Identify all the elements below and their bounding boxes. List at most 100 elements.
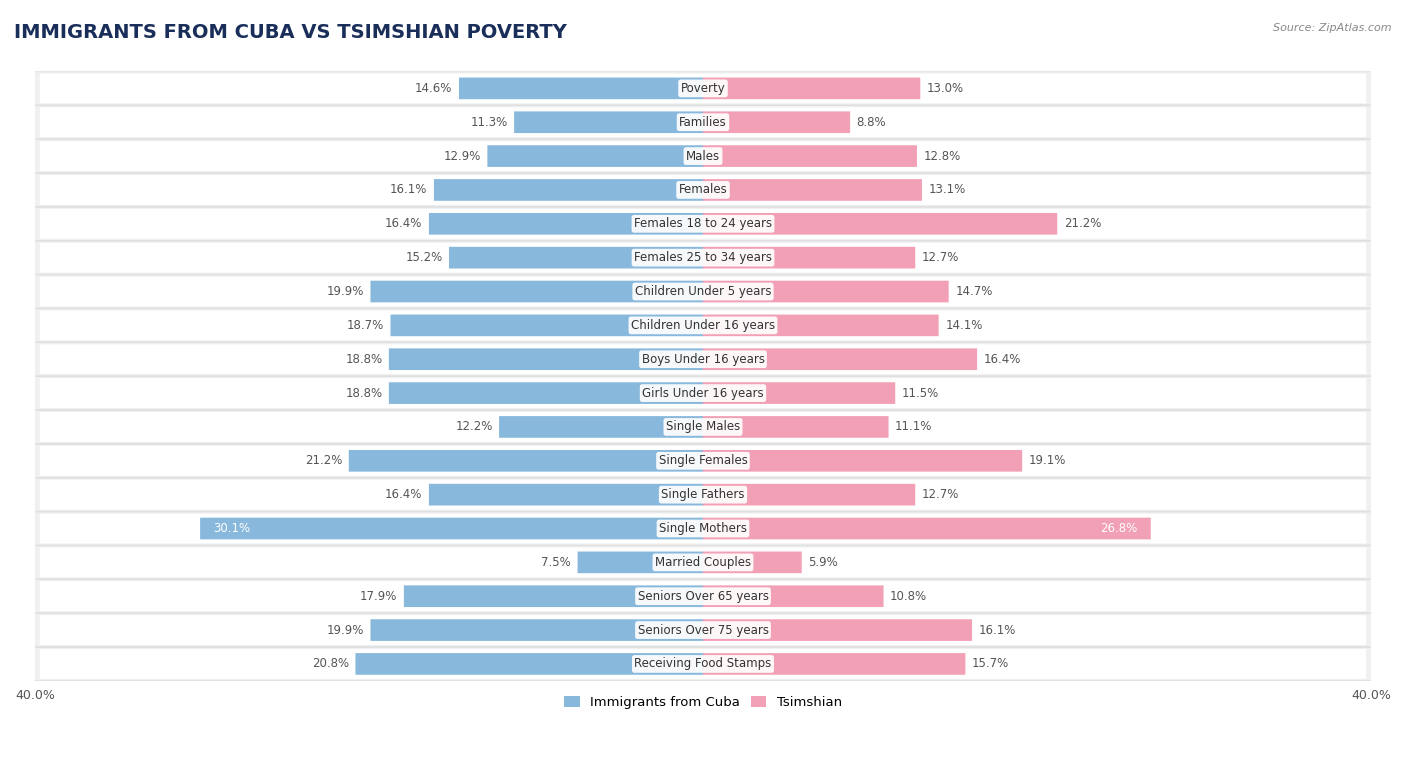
- FancyBboxPatch shape: [703, 349, 977, 370]
- FancyBboxPatch shape: [349, 450, 703, 471]
- Text: Poverty: Poverty: [681, 82, 725, 95]
- Text: 21.2%: 21.2%: [1064, 218, 1101, 230]
- Text: 16.4%: 16.4%: [984, 352, 1021, 365]
- FancyBboxPatch shape: [35, 377, 1371, 409]
- Text: Females 18 to 24 years: Females 18 to 24 years: [634, 218, 772, 230]
- FancyBboxPatch shape: [39, 581, 1367, 611]
- Text: Females: Females: [679, 183, 727, 196]
- FancyBboxPatch shape: [434, 179, 703, 201]
- FancyBboxPatch shape: [35, 580, 1371, 612]
- Text: Children Under 16 years: Children Under 16 years: [631, 319, 775, 332]
- Text: Girls Under 16 years: Girls Under 16 years: [643, 387, 763, 399]
- FancyBboxPatch shape: [35, 139, 1371, 173]
- FancyBboxPatch shape: [39, 74, 1367, 103]
- Text: 17.9%: 17.9%: [360, 590, 398, 603]
- FancyBboxPatch shape: [35, 241, 1371, 274]
- Text: 5.9%: 5.9%: [808, 556, 838, 568]
- FancyBboxPatch shape: [703, 146, 917, 167]
- FancyBboxPatch shape: [703, 247, 915, 268]
- FancyBboxPatch shape: [370, 619, 703, 641]
- FancyBboxPatch shape: [39, 175, 1367, 205]
- FancyBboxPatch shape: [39, 547, 1367, 578]
- Text: 15.2%: 15.2%: [405, 251, 443, 264]
- FancyBboxPatch shape: [515, 111, 703, 133]
- FancyBboxPatch shape: [39, 378, 1367, 408]
- FancyBboxPatch shape: [356, 653, 703, 675]
- FancyBboxPatch shape: [703, 450, 1022, 471]
- Text: 16.1%: 16.1%: [389, 183, 427, 196]
- FancyBboxPatch shape: [39, 311, 1367, 340]
- Text: 16.1%: 16.1%: [979, 624, 1017, 637]
- FancyBboxPatch shape: [35, 105, 1371, 139]
- Text: 14.1%: 14.1%: [945, 319, 983, 332]
- Text: 21.2%: 21.2%: [305, 454, 342, 467]
- Text: 10.8%: 10.8%: [890, 590, 927, 603]
- FancyBboxPatch shape: [391, 315, 703, 337]
- Text: Single Females: Single Females: [658, 454, 748, 467]
- Text: Receiving Food Stamps: Receiving Food Stamps: [634, 657, 772, 670]
- Text: 16.4%: 16.4%: [385, 488, 422, 501]
- Text: Source: ZipAtlas.com: Source: ZipAtlas.com: [1274, 23, 1392, 33]
- Text: 18.8%: 18.8%: [346, 352, 382, 365]
- FancyBboxPatch shape: [429, 484, 703, 506]
- Text: Single Males: Single Males: [666, 421, 740, 434]
- FancyBboxPatch shape: [703, 111, 851, 133]
- Legend: Immigrants from Cuba, Tsimshian: Immigrants from Cuba, Tsimshian: [558, 691, 848, 715]
- Text: 12.7%: 12.7%: [922, 488, 959, 501]
- FancyBboxPatch shape: [35, 613, 1371, 647]
- FancyBboxPatch shape: [35, 343, 1371, 376]
- FancyBboxPatch shape: [39, 243, 1367, 273]
- Text: 12.8%: 12.8%: [924, 149, 960, 162]
- Text: 12.2%: 12.2%: [456, 421, 492, 434]
- FancyBboxPatch shape: [35, 309, 1371, 342]
- FancyBboxPatch shape: [39, 615, 1367, 645]
- Text: 19.9%: 19.9%: [326, 285, 364, 298]
- FancyBboxPatch shape: [389, 382, 703, 404]
- Text: 7.5%: 7.5%: [541, 556, 571, 568]
- FancyBboxPatch shape: [449, 247, 703, 268]
- FancyBboxPatch shape: [703, 213, 1057, 235]
- FancyBboxPatch shape: [703, 585, 883, 607]
- Text: 30.1%: 30.1%: [214, 522, 250, 535]
- FancyBboxPatch shape: [39, 514, 1367, 543]
- FancyBboxPatch shape: [370, 280, 703, 302]
- FancyBboxPatch shape: [35, 410, 1371, 443]
- Text: 11.1%: 11.1%: [896, 421, 932, 434]
- FancyBboxPatch shape: [458, 77, 703, 99]
- FancyBboxPatch shape: [578, 552, 703, 573]
- Text: 18.8%: 18.8%: [346, 387, 382, 399]
- FancyBboxPatch shape: [703, 653, 966, 675]
- FancyBboxPatch shape: [703, 619, 972, 641]
- FancyBboxPatch shape: [703, 77, 921, 99]
- Text: 19.1%: 19.1%: [1029, 454, 1066, 467]
- FancyBboxPatch shape: [39, 480, 1367, 509]
- FancyBboxPatch shape: [35, 207, 1371, 240]
- Text: 16.4%: 16.4%: [385, 218, 422, 230]
- FancyBboxPatch shape: [703, 315, 939, 337]
- Text: 12.9%: 12.9%: [443, 149, 481, 162]
- FancyBboxPatch shape: [35, 444, 1371, 478]
- Text: 12.7%: 12.7%: [922, 251, 959, 264]
- FancyBboxPatch shape: [499, 416, 703, 438]
- FancyBboxPatch shape: [703, 280, 949, 302]
- Text: Males: Males: [686, 149, 720, 162]
- FancyBboxPatch shape: [703, 518, 1150, 540]
- FancyBboxPatch shape: [39, 649, 1367, 679]
- Text: 11.3%: 11.3%: [471, 116, 508, 129]
- FancyBboxPatch shape: [703, 179, 922, 201]
- Text: 18.7%: 18.7%: [347, 319, 384, 332]
- Text: 20.8%: 20.8%: [312, 657, 349, 670]
- FancyBboxPatch shape: [404, 585, 703, 607]
- FancyBboxPatch shape: [703, 416, 889, 438]
- Text: Seniors Over 75 years: Seniors Over 75 years: [637, 624, 769, 637]
- FancyBboxPatch shape: [39, 344, 1367, 374]
- Text: Females 25 to 34 years: Females 25 to 34 years: [634, 251, 772, 264]
- Text: Boys Under 16 years: Boys Under 16 years: [641, 352, 765, 365]
- FancyBboxPatch shape: [389, 349, 703, 370]
- Text: 8.8%: 8.8%: [856, 116, 886, 129]
- FancyBboxPatch shape: [703, 382, 896, 404]
- Text: 13.1%: 13.1%: [928, 183, 966, 196]
- Text: 13.0%: 13.0%: [927, 82, 965, 95]
- FancyBboxPatch shape: [488, 146, 703, 167]
- Text: 19.9%: 19.9%: [326, 624, 364, 637]
